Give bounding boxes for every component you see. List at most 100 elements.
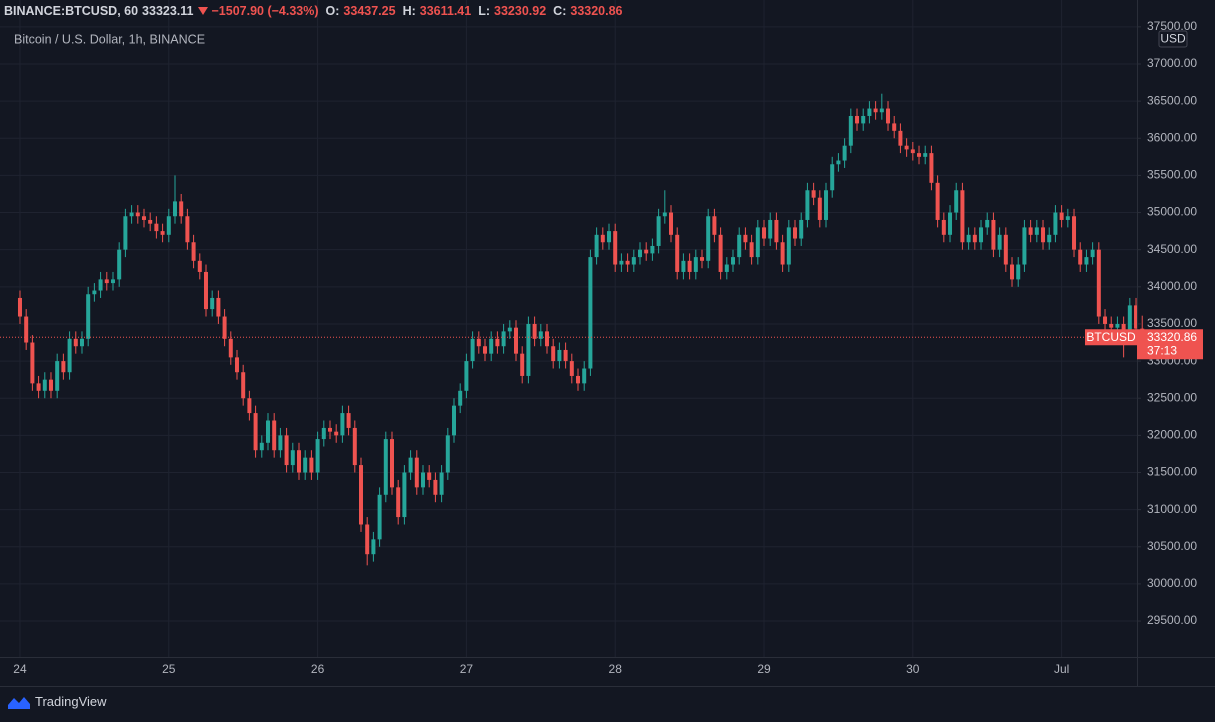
candle-body (780, 242, 785, 265)
candle-body (365, 524, 370, 555)
candle-body (389, 439, 394, 488)
y-tick-label: 31500.00 (1147, 465, 1197, 479)
brand-logo[interactable] (8, 695, 30, 709)
candle-body (17, 297, 22, 317)
candle-body (92, 290, 97, 295)
candle-body (1084, 257, 1089, 265)
candle-body (693, 257, 698, 272)
candle-body (966, 234, 971, 243)
candle-body (315, 439, 320, 473)
candle-body (625, 260, 630, 265)
candle-body (408, 457, 413, 473)
candle-body (1059, 212, 1064, 220)
y-tick-label: 35000.00 (1147, 205, 1197, 219)
candle-body (61, 361, 66, 373)
candle-body (848, 115, 853, 146)
candle-body (470, 338, 475, 362)
candle-body (991, 219, 996, 250)
candle-body (842, 145, 847, 161)
candle-body (464, 361, 469, 391)
high-value: 33611.41 (419, 4, 472, 18)
x-tick-label: Jul (1054, 662, 1069, 676)
candle-body (1134, 305, 1139, 329)
candle-body (1034, 227, 1039, 235)
candle-body (507, 327, 512, 332)
candle-body (73, 338, 78, 347)
candle-body (799, 219, 804, 239)
candle-body (873, 108, 878, 113)
candle-body (346, 413, 351, 428)
open-value: 33437.25 (343, 4, 396, 18)
candle-body (247, 398, 252, 414)
candle-body (532, 323, 537, 339)
candle-body (377, 494, 382, 540)
candle-body (1127, 305, 1132, 336)
candle-body (941, 219, 946, 235)
candle-body (923, 153, 928, 157)
candle-body (681, 260, 686, 272)
candle-body (563, 349, 568, 362)
candle-body (340, 413, 345, 436)
candle-body (1047, 234, 1052, 243)
candle-body (36, 383, 41, 391)
candle-body (160, 231, 165, 235)
candle-body (588, 257, 593, 369)
candle-body (321, 427, 326, 440)
candle-body (1003, 234, 1008, 265)
candle-body (644, 249, 649, 254)
candle-body (650, 245, 655, 254)
candle-body (166, 216, 171, 235)
currency-box[interactable] (1158, 30, 1188, 48)
y-tick-label: 35500.00 (1147, 168, 1197, 182)
candle-body (737, 234, 742, 258)
candle-body (154, 223, 159, 232)
candle-body (55, 361, 60, 391)
candle-body (687, 260, 692, 272)
candle-body (706, 216, 711, 261)
candle-body (619, 260, 624, 265)
candle-body (148, 219, 153, 224)
candle-body (979, 227, 984, 243)
last-price: 33323.11 (142, 4, 194, 18)
candle-body (253, 413, 258, 451)
candle-body (867, 108, 872, 116)
candle-body (886, 108, 891, 124)
candle-body (855, 115, 860, 124)
candle-body (420, 472, 425, 488)
candle-body (427, 472, 432, 480)
candle-body (241, 372, 246, 399)
candle-body (1078, 249, 1083, 265)
candle-body (638, 249, 643, 258)
candle-body (910, 149, 915, 154)
y-tick-label: 33500.00 (1147, 316, 1197, 330)
low-value: 33230.92 (494, 4, 547, 18)
candle-body (824, 190, 829, 220)
candle-body (538, 331, 543, 339)
candle-body (526, 323, 531, 376)
currency-label: USD (1160, 32, 1186, 46)
candle-body (520, 353, 525, 376)
candle-body (569, 361, 574, 376)
candle-body (1022, 227, 1027, 265)
candle-body (898, 130, 903, 146)
candle-body (458, 390, 463, 406)
y-tick-label: 32000.00 (1147, 428, 1197, 442)
brand-name[interactable]: TradingView (35, 694, 107, 709)
candle-body (1041, 227, 1046, 243)
chart-title: Bitcoin / U.S. Dollar, 1h, BINANCE (14, 32, 205, 46)
candle-body (972, 234, 977, 243)
y-tick-label: 29500.00 (1147, 613, 1197, 627)
candle-body (284, 435, 289, 466)
candle-body (904, 145, 909, 150)
y-tick-label: 32500.00 (1147, 390, 1197, 404)
candle-body (352, 427, 357, 466)
candle-body (1016, 264, 1021, 280)
candle-body (1115, 323, 1120, 328)
candle-body (830, 164, 835, 191)
close-label: C: (553, 4, 567, 18)
candle-body (613, 231, 618, 265)
candle-body (879, 108, 884, 113)
y-tick-label: 36500.00 (1147, 93, 1197, 107)
y-tick-label: 36000.00 (1147, 130, 1197, 144)
